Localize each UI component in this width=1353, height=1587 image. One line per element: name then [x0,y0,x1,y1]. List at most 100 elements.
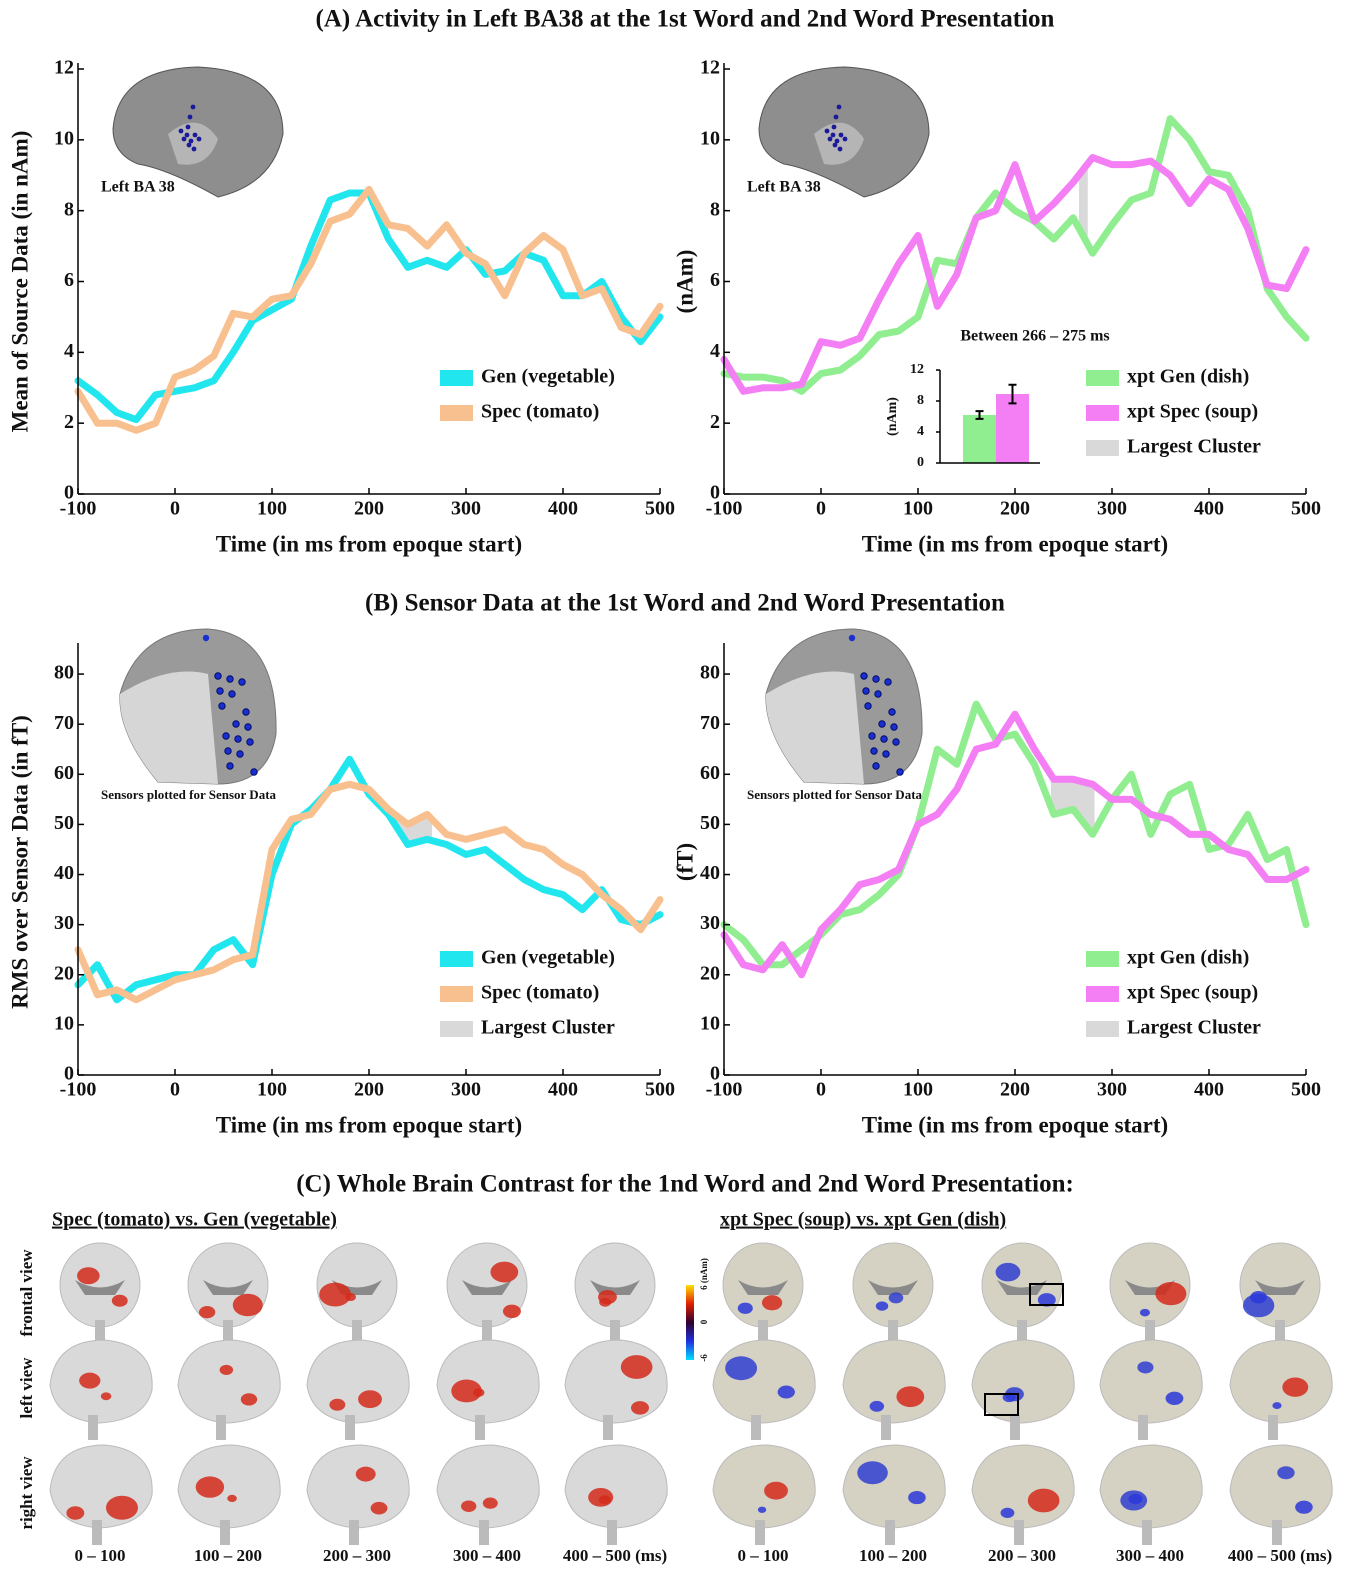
brain-stem [482,1320,492,1342]
x-tick-label: 100 [257,498,287,520]
legend-label: Gen (vegetable) [481,947,615,969]
legend-label: Largest Cluster [1127,1017,1261,1039]
sensor-dot [874,690,882,698]
source-dot [831,124,837,130]
colorbar-label: 0 [699,1319,709,1324]
brain-side [436,1444,540,1529]
source-dot [196,136,202,142]
brain-eyes [203,1280,253,1295]
activation-blob [370,1501,388,1515]
sensor-dot [880,735,888,743]
brain-render [852,1242,934,1342]
y-tick-label: 2 [710,411,720,433]
source-dot [181,136,187,142]
time-window-label: 400 – 500 (ms) [1228,1546,1332,1565]
activation-blob [620,1355,653,1379]
source-dot [827,136,833,142]
brain-stem [1145,1320,1155,1342]
brain-eyes [462,1280,512,1295]
x-tick-label: 0 [170,498,180,520]
activation-blob [1139,1308,1150,1317]
sensor-dot [872,762,880,770]
legend-swatch [440,370,473,386]
activation-blob [502,1304,521,1319]
source-dot [188,138,194,144]
source-dot [184,132,190,138]
activation-blob [490,1261,519,1283]
x-tick-label: 200 [1000,498,1030,520]
y-axis-label: (nAm) [885,397,900,436]
activation-blob [757,1506,767,1513]
view-label: left view [17,1357,36,1419]
activation-blob [1128,1493,1143,1505]
panel-title: (B) Sensor Data at the 1st Word and 2nd … [365,590,1005,617]
activation-blob [1242,1293,1275,1318]
x-tick-label: 400 [1194,1079,1224,1101]
brain-stem [349,1520,359,1545]
brain-side [49,1444,153,1529]
sensor-dot [896,768,904,776]
y-axis-label: RMS over Sensor Data (in fT) [7,715,32,1009]
activation-blob [451,1379,482,1403]
x-tick-label: 300 [451,498,481,520]
brain-render [1229,1339,1333,1440]
brain-side [306,1339,410,1424]
sensor-dot [236,750,244,758]
brain-stem [1010,1415,1020,1440]
brain-side [1099,1444,1203,1529]
data-line [720,115,1310,395]
sensor-dot [226,762,234,770]
activation-blob [358,1390,382,1409]
source-dot [187,114,193,120]
activation-blob [599,1297,612,1307]
activation-blob [77,1267,100,1285]
brain-eyes [1255,1280,1305,1295]
sensor-dot [890,723,898,731]
sensor-dot [882,750,890,758]
source-dot [834,138,840,144]
x-axis-label: Time (in ms from epoque start) [216,531,522,556]
x-tick-label: 200 [354,498,384,520]
brain-render [971,1444,1075,1545]
cluster-region [1079,163,1088,245]
sensor-dot [888,708,896,716]
legend-swatch [440,986,473,1002]
x-tick-label: 500 [1291,498,1321,520]
sensor-dot [250,768,258,776]
brain-stem [610,1320,620,1342]
brain-side [564,1444,668,1529]
brain-render [1099,1339,1203,1440]
brain-side [1229,1339,1333,1424]
x-tick-label: -100 [706,1079,743,1101]
source-dot [833,114,839,120]
time-window-label: 100 – 200 [194,1546,262,1565]
brain-front [59,1242,141,1328]
contrast-heading: xpt Spec (soup) vs. xpt Gen (dish) [720,1209,1006,1231]
y-tick-label: 60 [54,762,74,784]
y-tick-label: 0 [64,482,74,504]
time-window-label: 100 – 200 [859,1546,927,1565]
x-tick-label: -100 [706,498,743,520]
y-axis-label: (nAm) [672,250,697,314]
brain-stem [888,1320,898,1342]
activation-blob [319,1282,352,1307]
brain-render [981,1242,1063,1342]
activation-blob [908,1490,926,1505]
source-dot [186,142,192,148]
brain-render [49,1339,153,1440]
brain-stem [479,1520,489,1545]
y-tick-label: 10 [700,127,720,149]
activation-blob [1165,1391,1184,1406]
brain-side [306,1444,410,1529]
brain-stem [885,1520,895,1545]
brain-stem [220,1520,230,1545]
activation-blob [761,1295,783,1311]
sensor-dot [218,702,226,710]
source-dot [190,104,196,110]
brain-stem [345,1415,355,1440]
y-tick-label: 12 [700,57,720,79]
sensor-dot [878,720,886,728]
activation-blob [1000,1507,1015,1519]
time-window-label: 0 – 100 [738,1546,789,1565]
activation-blob [630,1401,649,1415]
